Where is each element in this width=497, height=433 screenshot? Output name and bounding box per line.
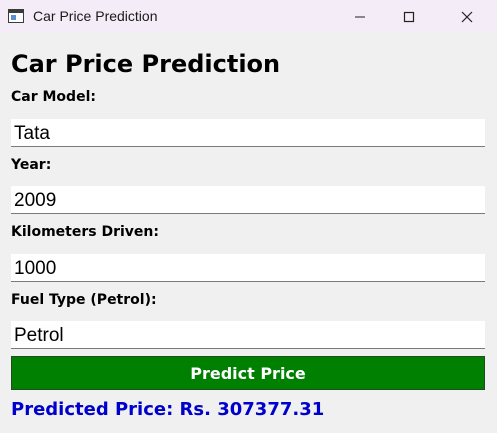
year-label: Year: xyxy=(11,157,52,173)
predicted-price-result: Predicted Price: Rs. 307377.31 xyxy=(11,399,325,420)
window-title: Car Price Prediction xyxy=(33,8,158,24)
predict-price-button[interactable]: Predict Price xyxy=(11,356,485,390)
year-input[interactable] xyxy=(11,186,485,214)
minimize-button[interactable] xyxy=(337,0,383,33)
fuel-type-label: Fuel Type (Petrol): xyxy=(11,292,157,308)
car-model-input[interactable] xyxy=(11,119,485,147)
page-title: Car Price Prediction xyxy=(11,50,281,78)
kilometers-driven-input[interactable] xyxy=(11,254,485,282)
close-icon xyxy=(461,11,473,22)
title-bar[interactable]: Car Price Prediction xyxy=(0,0,497,33)
close-button[interactable] xyxy=(444,0,490,33)
app-window-icon xyxy=(8,9,24,23)
fuel-type-input[interactable] xyxy=(11,321,485,349)
maximize-button[interactable] xyxy=(386,0,432,33)
minimize-icon xyxy=(355,16,365,17)
kilometers-driven-label: Kilometers Driven: xyxy=(11,224,159,240)
car-model-label: Car Model: xyxy=(11,89,96,105)
maximize-icon xyxy=(403,11,415,22)
